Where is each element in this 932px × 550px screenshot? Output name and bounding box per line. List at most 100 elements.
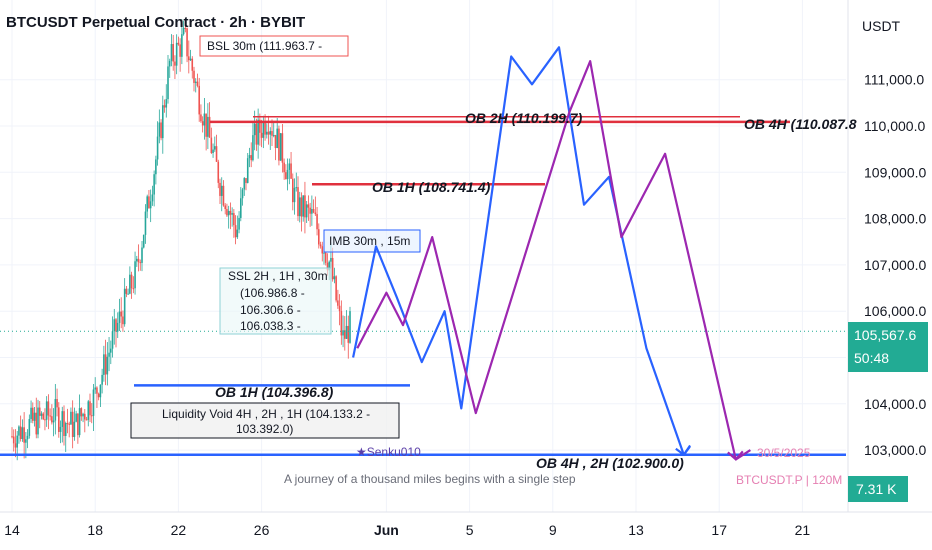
candle-body — [196, 81, 199, 86]
candle-body — [274, 135, 277, 149]
candle-body — [125, 288, 128, 294]
candle-body — [32, 407, 34, 421]
candle-body — [312, 209, 315, 213]
candle-body — [168, 60, 171, 67]
candle-body — [12, 436, 15, 444]
candle-body — [321, 246, 324, 254]
ob-4h-label: OB 4H (110.087.8 — [744, 116, 857, 132]
candle-body — [186, 28, 188, 57]
candle-body — [73, 421, 76, 437]
annotation-boxes — [130, 35, 421, 439]
volume-tag: 7.31 K — [848, 476, 908, 502]
candle-body — [165, 99, 168, 108]
candle-body — [177, 42, 180, 45]
candle-body — [129, 274, 131, 294]
candle-body — [272, 135, 275, 137]
candle-body — [162, 105, 164, 139]
candle-body — [35, 412, 38, 435]
last-price-value: 105,567.6 — [854, 327, 917, 343]
candle-body — [276, 128, 278, 149]
candle-body — [349, 311, 351, 343]
candle-body — [212, 149, 214, 153]
candle-body — [89, 401, 91, 416]
chart-grid — [0, 0, 846, 512]
candle-body — [163, 105, 166, 108]
candle-body — [248, 155, 251, 159]
candle-body — [19, 426, 22, 440]
candle-body — [290, 163, 292, 179]
candle-body — [101, 374, 103, 385]
candle-body — [288, 163, 291, 170]
price-tick-label: 107,000.0 — [864, 257, 926, 273]
candle-body — [179, 44, 181, 57]
candle-body — [63, 411, 65, 436]
candle-body — [259, 119, 261, 133]
candle-body — [61, 411, 64, 427]
time-tick-label: 13 — [628, 522, 644, 538]
candle-body — [219, 182, 221, 196]
candle-body — [56, 399, 58, 408]
candle-body — [283, 162, 285, 173]
candle-body — [118, 311, 121, 323]
candle-body — [151, 194, 154, 202]
candle-body — [90, 415, 93, 417]
candle-body — [149, 201, 152, 209]
candle-body — [21, 427, 24, 440]
candle-body — [38, 407, 41, 416]
candle-body — [295, 187, 298, 189]
candle-body — [122, 316, 124, 325]
candle-body — [71, 411, 74, 437]
time-tick-label: 14 — [4, 522, 20, 538]
candle-body — [302, 195, 304, 217]
candle-body — [324, 252, 327, 263]
currency-unit[interactable]: USDT — [862, 18, 901, 34]
candle-body — [271, 131, 273, 136]
candle-body — [116, 322, 119, 332]
candle-body — [18, 426, 20, 436]
time-tick-label: Jun — [374, 522, 399, 538]
candle-body — [262, 121, 265, 138]
author-label: ★Senku010 — [356, 445, 421, 459]
projection-purple-path — [356, 60, 751, 461]
candle-body — [189, 58, 192, 61]
candle-body — [104, 354, 107, 375]
candle-body — [255, 123, 258, 145]
candle-body — [58, 407, 60, 432]
projection-blue-arrowhead — [675, 446, 691, 457]
candle-body — [307, 204, 310, 208]
candle-body — [87, 401, 90, 420]
candle-body — [292, 178, 294, 203]
candle-body — [200, 114, 202, 122]
candle-body — [344, 330, 346, 339]
candle-body — [260, 132, 263, 138]
ssl-box — [219, 267, 332, 335]
candle-body — [278, 128, 280, 161]
time-tick-label: 22 — [171, 522, 187, 538]
candle-body — [318, 229, 320, 245]
candle-body — [181, 34, 183, 57]
candle-body — [233, 213, 235, 226]
candle-body — [146, 196, 148, 212]
candle-body — [80, 408, 83, 417]
candle-body — [257, 119, 259, 145]
time-axis-labels: 14 18 22 26 Jun 5 9 13 17 21 — [4, 522, 810, 538]
candlestick-series — [11, 19, 351, 461]
candle-body — [99, 384, 102, 398]
time-tick-label: 26 — [254, 522, 270, 538]
candle-body — [298, 197, 301, 217]
candle-body — [123, 288, 126, 325]
price-tick-label: 111,000.0 — [864, 72, 924, 88]
candle-body — [342, 330, 344, 336]
ssl-label-1: SSL 2H , 1H , 30m — [228, 269, 328, 283]
candle-body — [331, 257, 334, 280]
time-tick-label: 5 — [466, 522, 474, 538]
candle-body — [207, 116, 209, 137]
candle-body — [205, 113, 207, 137]
candle-body — [111, 331, 114, 349]
chart-title: BTCUSDT Perpetual Contract · 2h · BYBIT — [6, 14, 306, 31]
candle-body — [84, 413, 86, 420]
candle-body — [238, 217, 240, 230]
candle-body — [184, 27, 187, 29]
time-tick-label: 9 — [549, 522, 557, 538]
